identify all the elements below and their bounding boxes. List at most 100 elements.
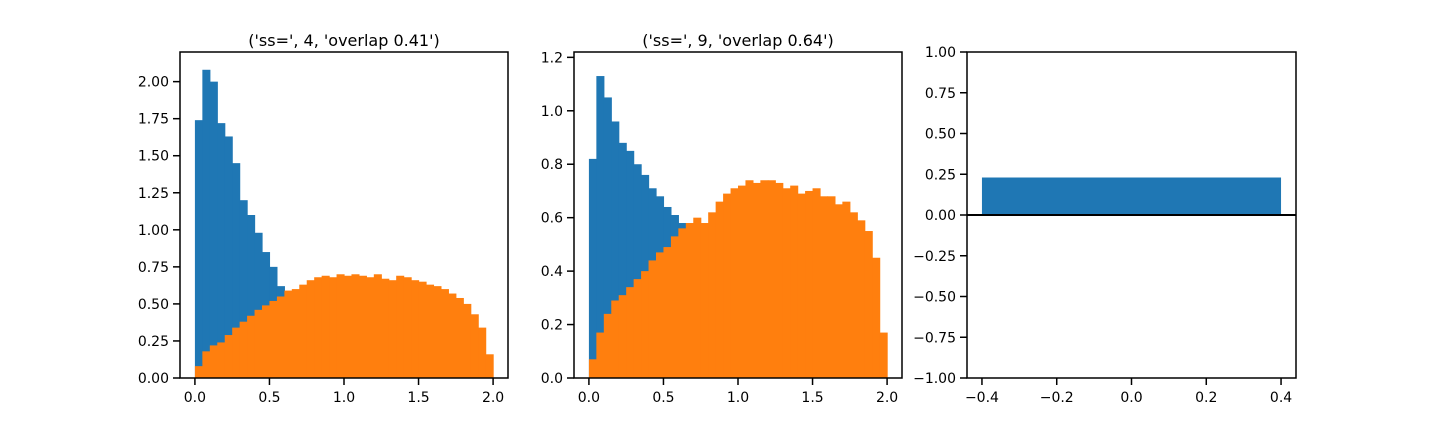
ss9-series-0-bin-0 <box>588 158 597 378</box>
ss9-series-1-bin-35 <box>849 212 858 378</box>
ss9-y-tick-label-5: 1.0 <box>541 104 563 120</box>
ss4-series-1-bin-6 <box>239 321 248 378</box>
bar-y-tick-label-2: −0.50 <box>913 290 956 306</box>
ss4-series-1-bin-28 <box>403 277 412 378</box>
ss9-series-1-bin-36 <box>857 220 866 378</box>
ss4-series-1-bin-8 <box>254 309 263 378</box>
ss4-series-1-bin-5 <box>232 327 241 378</box>
ss4-series-1-bin-19 <box>336 274 345 378</box>
ss9-series-1-bin-15 <box>700 223 709 378</box>
ss4-series-0-bin-7 <box>247 215 256 378</box>
ss9-series-1-bin-11 <box>670 236 679 378</box>
bar-x-tick-label-4: 0.4 <box>1270 390 1292 406</box>
ss4-title: ('ss=', 4, 'overlap 0.41') <box>248 31 439 50</box>
ss4-y-tick-label-8: 2.00 <box>138 75 169 91</box>
ss4-series-1-bin-3 <box>217 342 226 378</box>
ss4-series-0-bin-6 <box>239 200 248 378</box>
ss9-series-1-bin-17 <box>715 201 724 378</box>
ss4-series-1-bin-9 <box>262 305 271 378</box>
ss4-series-1-bin-24 <box>373 274 382 378</box>
ss4-series-1-bin-27 <box>396 275 405 378</box>
ss9-series-0-bin-4 <box>618 142 627 378</box>
ss4-series-1-bin-17 <box>321 275 330 378</box>
ss4-x-tick-label-4: 2.0 <box>482 390 504 406</box>
ss9-series-1-bin-39 <box>879 332 888 378</box>
ss9-y-tick-label-2: 0.4 <box>541 264 563 280</box>
bar-y-tick-label-4: 0.00 <box>925 208 956 224</box>
ss9-series-0-bin-2 <box>603 97 612 379</box>
bar-x-tick-label-1: −0.2 <box>1040 390 1074 406</box>
ss4-series-1-bin-26 <box>388 280 397 378</box>
ss9-series-1-bin-12 <box>678 228 687 378</box>
ss4-series-0-bin-5 <box>232 163 241 378</box>
bar-x-tick-label-0: −0.4 <box>965 390 999 406</box>
ss4-y-tick-label-5: 1.25 <box>138 186 169 202</box>
ss9-series-1-bin-14 <box>693 217 702 378</box>
ss9-series-1-bin-5 <box>626 287 635 378</box>
bar-y-tick-label-6: 0.50 <box>925 127 956 143</box>
ss4-series-1-bin-7 <box>247 315 256 378</box>
ss9-series-0-bin-6 <box>633 164 642 378</box>
bar-y-tick-label-5: 0.25 <box>925 167 956 183</box>
ss4-series-0-bin-1 <box>202 69 211 378</box>
ss9-series-1-bin-1 <box>596 332 605 378</box>
ss9-title: ('ss=', 9, 'overlap 0.64') <box>642 31 833 50</box>
bar-panel: −0.4 −0.2 0.0 0.2 0.4 −1.00 −0.75 −0.50 −0.25 0.0… <box>913 45 1297 406</box>
ss9-series-1-bin-27 <box>790 185 799 378</box>
ss4-series-1-bin-1 <box>202 351 211 378</box>
ss4-y-tick-label-0: 0.00 <box>138 371 169 387</box>
ss9-series-1-bin-31 <box>820 196 829 378</box>
ss9-series-1-bin-25 <box>775 182 784 378</box>
ss9-x-tick-label-0: 0.0 <box>578 390 600 406</box>
bar-y-tick-label-8: 1.00 <box>925 45 956 61</box>
ss4-series-1-bin-35 <box>455 297 464 378</box>
ss4-x-tick-label-0: 0.0 <box>184 390 206 406</box>
ss4-series-1-bin-38 <box>478 327 487 378</box>
ss9-series-1-bin-24 <box>767 180 776 378</box>
ss9-series-0-bin-3 <box>611 121 620 378</box>
ss9-series-0-bin-5 <box>626 150 635 378</box>
ss9-series-1-bin-22 <box>752 182 761 378</box>
ss4-series-1-bin-11 <box>276 296 285 378</box>
histogram-panel-ss9: 0.0 0.5 1.0 1.5 2.0 0.0 0.2 0.4 0.6 0.8 1.0 1.2 ('ss… <box>541 31 903 406</box>
ss9-y-tick-label-3: 0.6 <box>541 211 563 227</box>
ss4-y-tick-label-4: 1.00 <box>138 223 169 239</box>
histogram-panel-ss4: 0.0 0.5 1.0 1.5 2.0 0.00 0.25 0.50 0.75 1.00 1.25 1… <box>138 31 509 406</box>
ss9-x-tick-label-3: 1.5 <box>801 390 823 406</box>
ss4-series-1-bin-23 <box>366 277 375 378</box>
ss9-x-tick-label-1: 0.5 <box>652 390 674 406</box>
ss4-x-tick-label-3: 1.5 <box>407 390 429 406</box>
ss9-series-1-bin-9 <box>656 252 665 378</box>
ss4-series-1-bin-2 <box>209 345 218 378</box>
ss9-series-1-bin-13 <box>685 223 694 378</box>
ss4-series-1 <box>194 274 494 378</box>
ss4-series-1-bin-34 <box>448 293 457 378</box>
ss4-series-1-bin-29 <box>411 280 420 378</box>
ss9-series-1-bin-16 <box>708 212 717 378</box>
ss4-series-1-bin-25 <box>381 278 390 378</box>
ss9-x-tick-label-2: 1.0 <box>727 390 749 406</box>
ss9-y-tick-label-4: 0.8 <box>541 157 563 173</box>
ss4-y-tick-label-6: 1.50 <box>138 149 169 165</box>
ss9-series-1-bin-20 <box>738 185 747 378</box>
ss4-series-1-bin-37 <box>470 314 479 378</box>
ss4-series-1-bin-12 <box>284 290 293 378</box>
ss9-series-1-bin-21 <box>745 180 754 378</box>
ss9-series-1-bin-28 <box>797 193 806 378</box>
ss4-series-1-bin-36 <box>463 303 472 378</box>
ss9-series-1-bin-38 <box>872 257 881 378</box>
ss4-series-0-bin-2 <box>209 81 218 378</box>
ss9-y-tick-label-1: 0.2 <box>541 318 563 334</box>
ss9-series-1-bin-37 <box>864 231 873 378</box>
ss9-series-1-bin-32 <box>827 196 836 378</box>
ss4-series-1-bin-20 <box>344 275 353 378</box>
ss9-series-1-bin-19 <box>730 188 739 378</box>
ss4-series-1-bin-18 <box>329 277 338 378</box>
ss9-x-tick-label-4: 2.0 <box>876 390 898 406</box>
bar-x-tick-label-2: 0.0 <box>1120 390 1142 406</box>
ss9-series-1-bin-34 <box>842 201 851 378</box>
ss9-series-1-bin-26 <box>782 188 791 378</box>
ss9-series-1-bin-3 <box>611 300 620 378</box>
ss4-series-1-bin-15 <box>306 280 315 378</box>
